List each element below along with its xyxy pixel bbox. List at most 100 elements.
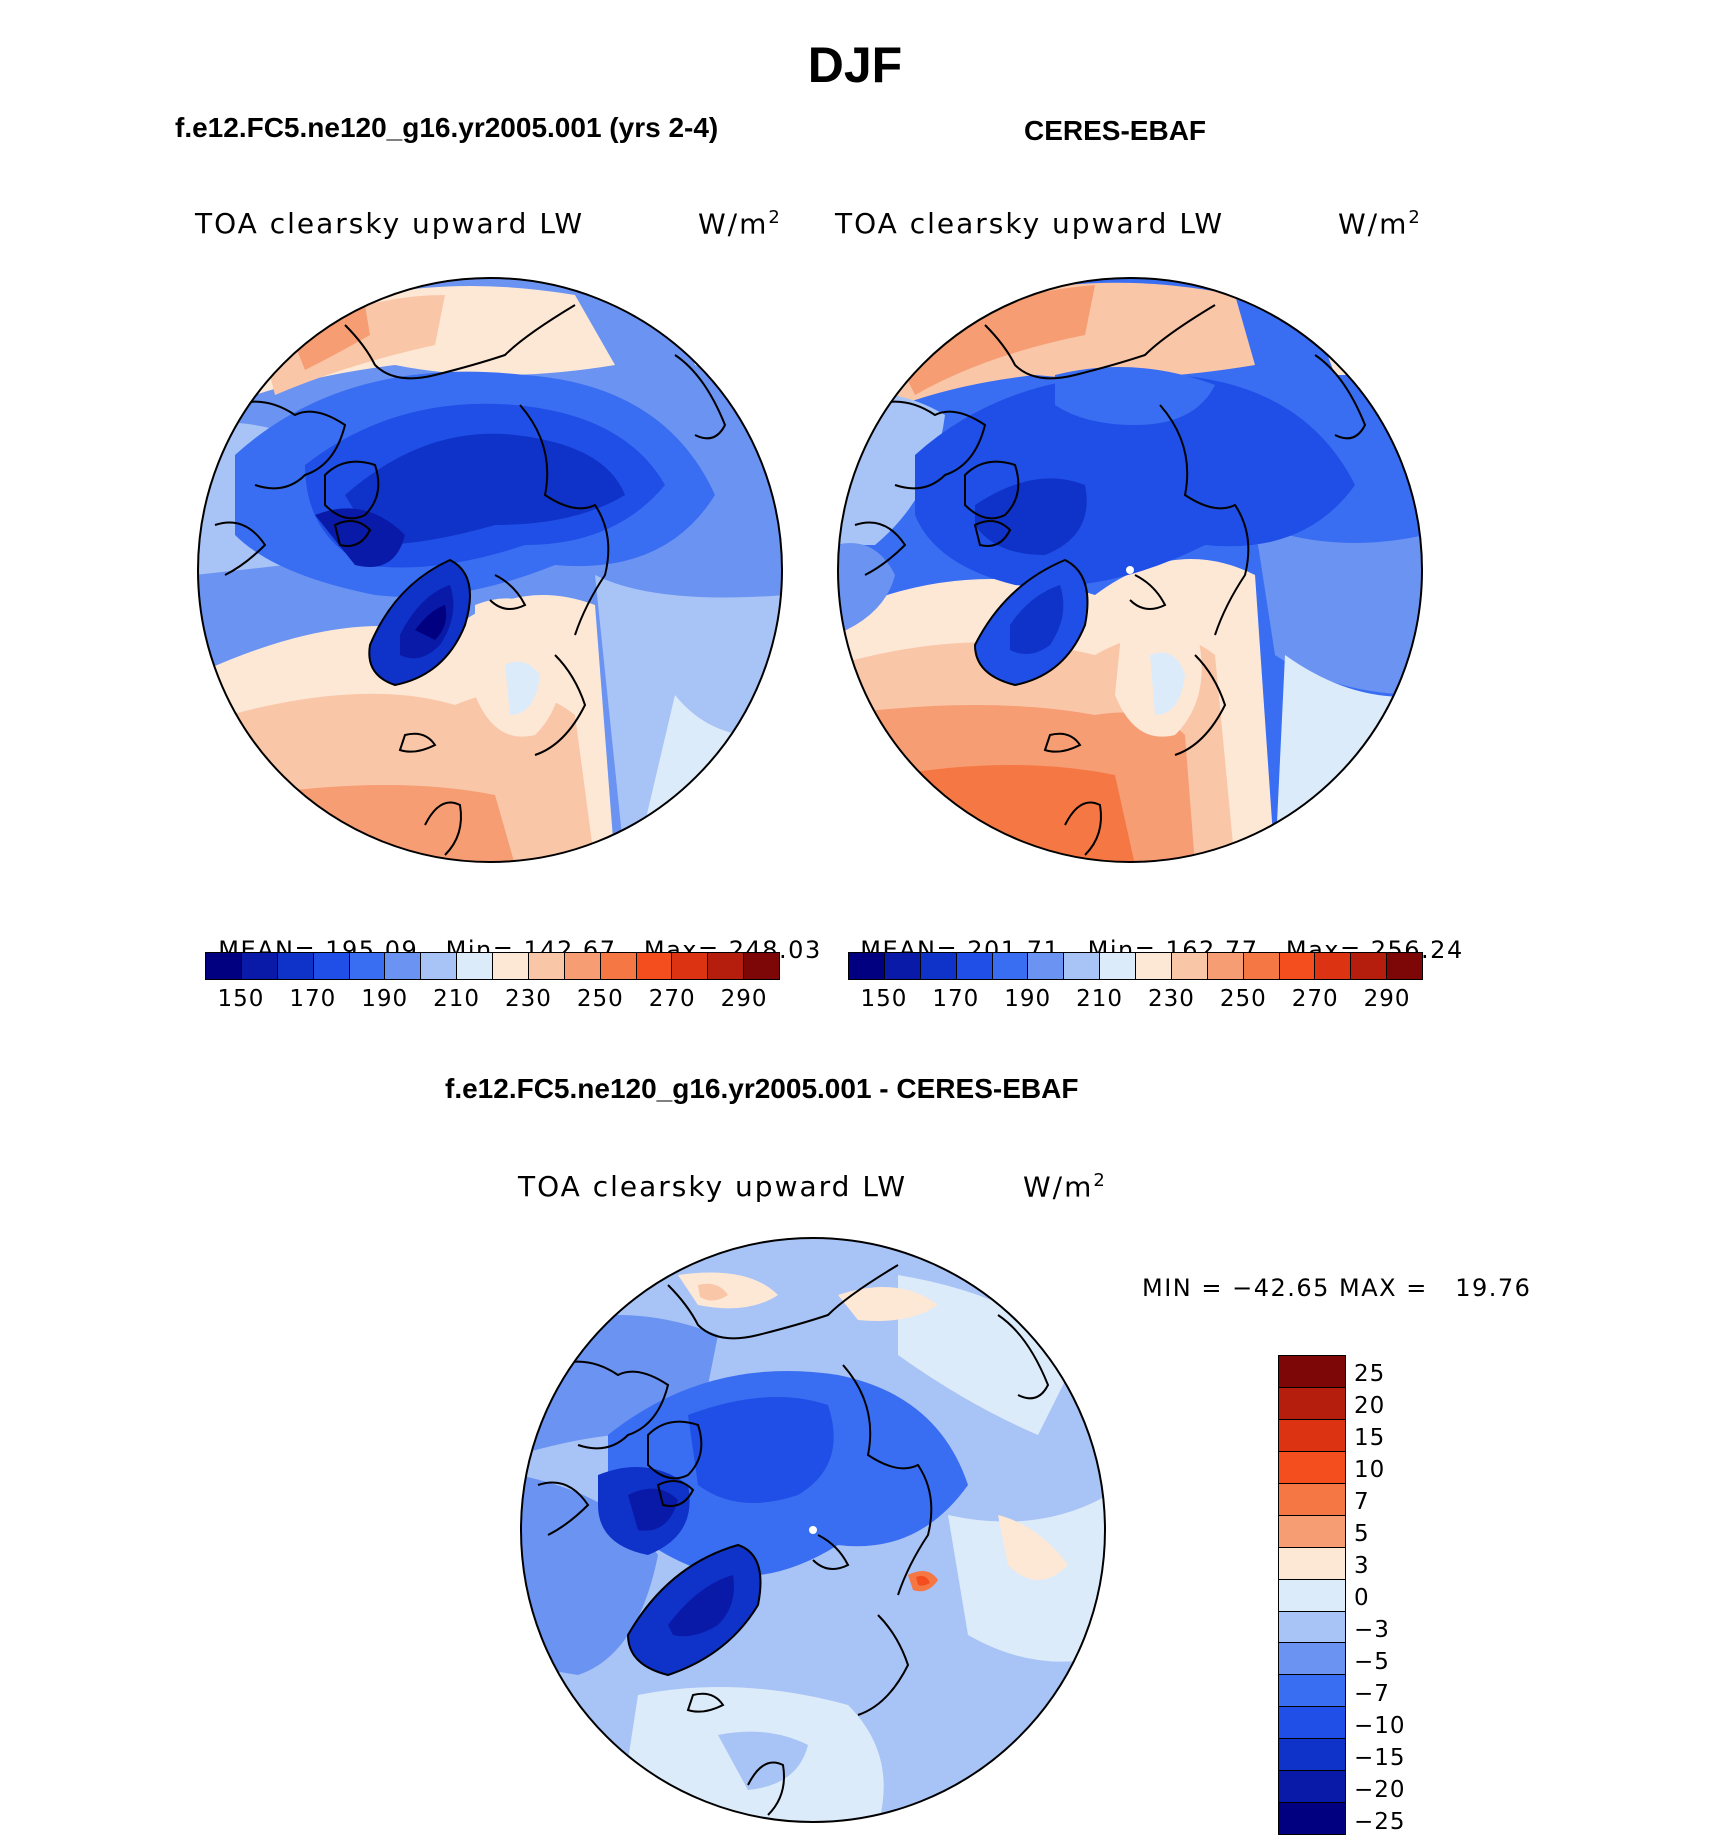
page-title: DJF — [807, 37, 903, 93]
model-panel-heading: f.e12.FC5.ne120_g16.yr2005.001 (yrs 2-4) — [175, 112, 719, 143]
colorbar-swatch — [276, 953, 313, 979]
colorbar-swatch — [1279, 1450, 1345, 1483]
diff-units-text: W/m — [1023, 1170, 1094, 1204]
obs-colorbar-labels: 150 170 190 210 230 250 270 290 — [848, 986, 1423, 1016]
colorbar-swatch — [743, 953, 779, 979]
colorbar-swatch — [1279, 1482, 1345, 1515]
colorbar-tick-label: 210 — [1076, 986, 1124, 1012]
obs-colorbar — [848, 952, 1423, 980]
colorbar-swatch — [1350, 953, 1387, 979]
diff-minmax: MIN = −42.65 MAX = 19.76 — [1142, 1274, 1532, 1302]
colorbar-swatch — [1279, 1706, 1345, 1739]
colorbar-swatch — [1279, 1578, 1345, 1611]
colorbar-swatch — [1279, 1770, 1345, 1803]
colorbar-tick-label: −15 — [1354, 1745, 1406, 1771]
colorbar-swatch — [1027, 953, 1064, 979]
obs-units-label: W/m2 — [1338, 207, 1422, 240]
colorbar-tick-label: 250 — [1219, 986, 1267, 1012]
model-polar-map — [197, 277, 783, 863]
colorbar-swatch — [1279, 1802, 1345, 1835]
colorbar-swatch — [599, 953, 636, 979]
colorbar-tick-label: 20 — [1354, 1393, 1386, 1419]
colorbar-swatch — [1279, 1738, 1345, 1771]
colorbar-tick-label: −3 — [1354, 1617, 1390, 1643]
obs-variable-label: TOA clearsky upward LW — [835, 207, 1225, 240]
colorbar-tick-label: −25 — [1354, 1809, 1406, 1835]
diff-polar-map — [520, 1237, 1106, 1823]
colorbar-tick-label: 150 — [217, 986, 265, 1012]
colorbar-swatch — [1279, 1418, 1345, 1451]
colorbar-swatch — [1279, 1610, 1345, 1643]
colorbar-tick-label: 10 — [1354, 1457, 1386, 1483]
colorbar-swatch — [1279, 1674, 1345, 1707]
model-units-label: W/m2 — [698, 207, 782, 240]
model-colorbar — [205, 952, 780, 980]
pole-marker — [1126, 566, 1134, 574]
colorbar-swatch — [1279, 1514, 1345, 1547]
colorbar-tick-label: 190 — [361, 986, 409, 1012]
colorbar-tick-label: −20 — [1354, 1777, 1406, 1803]
obs-polar-map — [837, 277, 1423, 863]
colorbar-swatch — [312, 953, 349, 979]
colorbar-tick-label: 170 — [289, 986, 337, 1012]
colorbar-swatch — [955, 953, 992, 979]
colorbar-tick-label: 7 — [1354, 1489, 1370, 1515]
obs-panel-heading: CERES-EBAF — [1024, 115, 1207, 146]
colorbar-tick-label: −10 — [1354, 1713, 1406, 1739]
diff-colorbar-labels: 25 20 15 10 7 5 3 0 −3 −5 −7 −10 −15 −20 −25 — [1354, 1355, 1474, 1835]
colorbar-tick-label: 25 — [1354, 1361, 1386, 1387]
colorbar-tick-label: 250 — [576, 986, 624, 1012]
colorbar-swatch — [1135, 953, 1171, 979]
colorbar-tick-label: 230 — [504, 986, 552, 1012]
colorbar-tick-label: 3 — [1354, 1553, 1370, 1579]
diff-colorbar — [1278, 1355, 1346, 1835]
colorbar-swatch — [1063, 953, 1100, 979]
colorbar-tick-label: 170 — [932, 986, 980, 1012]
diff-panel-heading: f.e12.FC5.ne120_g16.yr2005.001 - CERES-E… — [445, 1073, 1079, 1104]
colorbar-swatch — [1170, 953, 1207, 979]
colorbar-swatch — [420, 953, 457, 979]
colorbar-swatch — [1386, 953, 1422, 979]
colorbar-swatch — [1279, 1642, 1345, 1675]
colorbar-swatch — [1278, 953, 1315, 979]
colorbar-swatch — [456, 953, 492, 979]
colorbar-tick-label: 0 — [1354, 1585, 1370, 1611]
colorbar-tick-label: 5 — [1354, 1521, 1370, 1547]
colorbar-swatch — [1314, 953, 1351, 979]
model-colorbar-labels: 150 170 190 210 230 250 270 290 — [205, 986, 780, 1016]
colorbar-swatch — [919, 953, 956, 979]
diff-units-label: W/m2 — [1023, 1170, 1107, 1203]
pole-marker-diff — [809, 1526, 817, 1534]
colorbar-swatch — [1242, 953, 1279, 979]
colorbar-swatch — [563, 953, 600, 979]
colorbar-swatch — [1279, 1386, 1345, 1419]
colorbar-swatch — [492, 953, 528, 979]
colorbar-swatch — [1279, 1356, 1345, 1387]
diff-variable-label: TOA clearsky upward LW — [518, 1170, 908, 1203]
colorbar-tick-label: 210 — [433, 986, 481, 1012]
colorbar-tick-label: 270 — [1291, 986, 1339, 1012]
colorbar-swatch — [671, 953, 708, 979]
model-units-text: W/m — [698, 207, 769, 241]
diff-units-exponent: 2 — [1093, 1170, 1107, 1191]
colorbar-tick-label: 190 — [1004, 986, 1052, 1012]
model-variable-label: TOA clearsky upward LW — [195, 207, 585, 240]
colorbar-swatch — [849, 953, 884, 979]
colorbar-swatch — [384, 953, 421, 979]
colorbar-swatch — [1279, 1546, 1345, 1579]
colorbar-swatch — [206, 953, 241, 979]
colorbar-swatch — [527, 953, 564, 979]
colorbar-swatch — [1206, 953, 1243, 979]
colorbar-swatch — [348, 953, 385, 979]
colorbar-tick-label: 15 — [1354, 1425, 1386, 1451]
colorbar-tick-label: 150 — [860, 986, 908, 1012]
colorbar-swatch — [240, 953, 277, 979]
colorbar-tick-label: 290 — [1363, 986, 1411, 1012]
colorbar-tick-label: −5 — [1354, 1649, 1390, 1675]
colorbar-swatch — [707, 953, 744, 979]
colorbar-tick-label: 230 — [1147, 986, 1195, 1012]
colorbar-swatch — [883, 953, 920, 979]
colorbar-tick-label: 290 — [720, 986, 768, 1012]
colorbar-swatch — [635, 953, 672, 979]
model-units-exponent: 2 — [768, 207, 782, 228]
